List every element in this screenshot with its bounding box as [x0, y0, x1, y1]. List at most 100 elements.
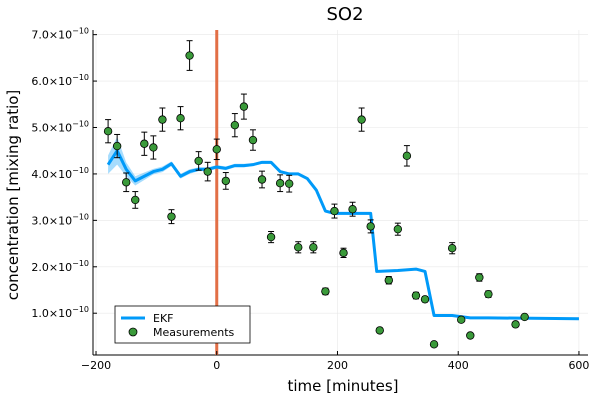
measurement-point: [167, 209, 176, 225]
measurement-point: [420, 295, 430, 304]
ekf-band: [108, 136, 579, 320]
measurement-dot: [122, 178, 131, 187]
measurement-dot: [212, 145, 221, 154]
measurement-point: [402, 145, 412, 167]
x-ticks: −200 0 200 400 600: [81, 351, 589, 372]
measurement-point: [384, 276, 393, 285]
measurement-point: [520, 312, 529, 322]
measurement-point: [330, 203, 339, 219]
x-tick-label: 0: [213, 359, 220, 372]
y-tick-label: 5.0×10−10: [31, 120, 89, 135]
measurement-dot: [357, 115, 366, 124]
measurement-dot: [103, 127, 113, 136]
measurement-dot: [158, 115, 167, 124]
measurement-point: [429, 340, 439, 349]
measurement-dot: [484, 289, 493, 299]
measurement-point: [248, 129, 258, 151]
measurement-dot: [167, 212, 176, 221]
measurement-point: [266, 231, 276, 244]
x-tick-label: −200: [81, 359, 111, 372]
y-tick-label: 1.0×10−10: [31, 305, 89, 320]
measurement-dot: [309, 243, 318, 252]
measurement-dot: [366, 222, 375, 231]
measurement-point: [294, 241, 303, 254]
measurement-dot: [149, 143, 158, 152]
measurement-dot: [230, 120, 240, 130]
y-tick-label: 2.0×10−10: [31, 259, 89, 274]
measurement-point: [357, 107, 366, 132]
measurement-dot: [466, 331, 475, 340]
measurement-dot: [330, 206, 339, 216]
legend-measurements-label: Measurements: [153, 326, 235, 339]
measurement-dot: [185, 51, 194, 60]
measurement-point: [411, 291, 421, 300]
ekf-line: [106, 149, 579, 321]
measurement-point: [366, 219, 375, 234]
measurement-dot: [520, 312, 529, 322]
measurement-point: [447, 242, 457, 255]
x-tick-label: 400: [448, 359, 469, 372]
measurement-dot: [221, 176, 231, 186]
measurement-point: [257, 170, 267, 189]
measurement-point: [221, 172, 231, 190]
measurement-point: [466, 331, 475, 340]
measurement-dot: [131, 195, 140, 205]
plot-frame: [92, 30, 588, 356]
measurement-point: [339, 247, 348, 258]
x-axis-label: time [minutes]: [287, 377, 398, 395]
x-tick-label: 200: [327, 359, 348, 372]
measurement-dot: [348, 205, 357, 214]
measurement-point: [122, 172, 131, 193]
measurement-points: [103, 40, 529, 349]
measurement-dot: [203, 167, 212, 176]
measurement-dot: [140, 139, 149, 148]
measurement-dot: [375, 326, 384, 335]
measurement-point: [149, 135, 158, 160]
measurement-dot: [429, 340, 439, 349]
chart-title: SO2: [326, 4, 363, 25]
measurement-dot: [257, 175, 267, 184]
measurement-point: [131, 191, 140, 209]
measurement-dot: [275, 179, 285, 188]
measurement-dot: [176, 114, 185, 123]
y-tick-label: 6.0×10−10: [31, 73, 89, 88]
measurement-dot: [475, 273, 484, 282]
measurement-point: [158, 107, 167, 132]
measurement-dot: [384, 276, 393, 285]
y-axis-label: concentration [mixing ratio]: [4, 90, 22, 301]
measurement-dot: [411, 291, 421, 300]
measurement-dot: [248, 135, 258, 145]
measurement-dot: [511, 320, 520, 329]
measurement-point: [284, 174, 294, 193]
measurement-dot: [457, 315, 466, 324]
measurement-point: [185, 40, 194, 71]
measurement-point: [203, 161, 212, 182]
measurement-point: [457, 315, 466, 324]
measurement-point: [239, 93, 249, 120]
measurement-point: [309, 241, 318, 254]
measurement-dot: [339, 248, 348, 258]
measurement-dot: [447, 244, 457, 253]
measurement-dot: [112, 141, 122, 151]
measurement-point: [475, 273, 484, 282]
measurement-dot: [420, 295, 430, 304]
measurement-point: [230, 113, 240, 138]
measurement-point: [103, 119, 113, 144]
measurement-point: [194, 151, 203, 171]
measurement-point: [375, 326, 384, 335]
x-tick-label: 600: [568, 359, 589, 372]
measurement-point: [212, 138, 221, 161]
measurement-point: [511, 320, 520, 329]
measurement-dot: [321, 287, 330, 296]
measurement-point: [393, 222, 403, 236]
measurement-dot: [284, 179, 294, 188]
measurement-dot: [393, 224, 403, 234]
measurement-dot: [402, 151, 412, 161]
legend-measurements-swatch: [128, 327, 138, 337]
measurement-point: [348, 201, 357, 217]
series-lines: [106, 149, 579, 321]
measurement-point: [112, 133, 122, 159]
measurement-dot: [239, 102, 249, 111]
